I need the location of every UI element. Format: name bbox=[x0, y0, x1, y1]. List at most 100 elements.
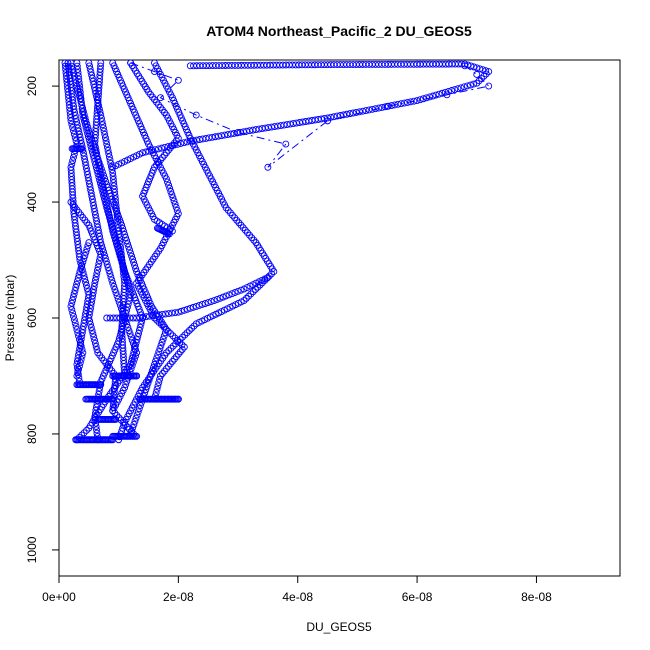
point-cluster-4 bbox=[136, 395, 182, 403]
data-point bbox=[172, 203, 180, 211]
data-point bbox=[84, 123, 92, 131]
data-point bbox=[151, 360, 158, 368]
data-point bbox=[93, 426, 100, 434]
data-point bbox=[75, 332, 83, 340]
data-point bbox=[111, 286, 119, 293]
data-point bbox=[473, 79, 481, 87]
data-point bbox=[122, 234, 130, 242]
data-point bbox=[129, 424, 137, 432]
x-axis-label: DU_GEOS5 bbox=[306, 620, 372, 634]
data-point bbox=[98, 168, 106, 176]
data-point bbox=[133, 336, 141, 344]
data-point bbox=[107, 159, 115, 167]
data-point bbox=[83, 304, 91, 311]
data-point bbox=[91, 339, 99, 347]
data-point bbox=[130, 421, 138, 428]
data-point bbox=[64, 91, 72, 99]
data-point bbox=[74, 85, 82, 93]
data-point bbox=[237, 286, 245, 294]
data-point bbox=[180, 139, 188, 147]
data-point bbox=[73, 364, 81, 372]
data-point bbox=[132, 297, 140, 305]
point-cluster-2 bbox=[109, 432, 141, 440]
data-point bbox=[470, 63, 478, 71]
data-point bbox=[73, 277, 81, 285]
data-point bbox=[407, 98, 415, 106]
data-point bbox=[461, 62, 469, 70]
chart-title: ATOM4 Northeast_Pacific_2 DU_GEOS5 bbox=[206, 23, 472, 39]
data-point bbox=[166, 360, 174, 368]
data-point bbox=[149, 312, 157, 320]
data-point bbox=[124, 282, 132, 289]
data-point bbox=[110, 179, 118, 187]
data-point bbox=[88, 295, 96, 303]
data-point bbox=[172, 353, 180, 361]
data-point bbox=[75, 365, 83, 373]
data-point bbox=[118, 260, 126, 268]
data-point bbox=[96, 108, 104, 116]
data-point bbox=[74, 274, 82, 282]
data-point bbox=[170, 355, 178, 363]
data-point bbox=[178, 341, 186, 349]
data-point bbox=[155, 311, 163, 319]
data-point bbox=[162, 326, 170, 334]
data-point bbox=[82, 310, 90, 318]
data-point bbox=[73, 62, 81, 70]
data-point bbox=[165, 181, 173, 189]
data-point bbox=[167, 330, 175, 338]
data-point bbox=[75, 88, 82, 96]
data-point bbox=[153, 354, 161, 362]
data-point bbox=[157, 341, 165, 349]
data-point bbox=[68, 306, 76, 314]
data-point bbox=[324, 117, 332, 125]
data-point bbox=[106, 216, 114, 224]
data-point bbox=[75, 374, 83, 382]
data-point bbox=[180, 343, 188, 351]
data-point bbox=[164, 146, 172, 154]
data-point bbox=[73, 326, 81, 334]
data-point bbox=[65, 98, 73, 106]
data-point bbox=[148, 146, 156, 154]
data-point bbox=[91, 409, 99, 417]
y-axis: 200 400 600 800 1000 bbox=[25, 76, 59, 563]
data-point bbox=[99, 121, 107, 129]
data-point bbox=[448, 87, 456, 94]
data-point bbox=[93, 429, 101, 437]
data-point bbox=[134, 333, 142, 340]
data-point bbox=[106, 270, 114, 278]
data-point bbox=[174, 76, 182, 84]
data-point bbox=[77, 98, 85, 106]
data-point bbox=[63, 81, 71, 89]
data-point bbox=[167, 188, 175, 195]
data-point bbox=[176, 339, 184, 346]
data-point bbox=[111, 232, 119, 240]
data-point bbox=[99, 188, 107, 196]
data-point bbox=[116, 237, 124, 245]
data-point bbox=[84, 294, 92, 302]
data-point bbox=[164, 362, 172, 370]
data-point bbox=[113, 210, 121, 218]
data-point bbox=[413, 97, 421, 105]
data-point bbox=[119, 266, 127, 274]
data-point bbox=[81, 252, 89, 259]
y-axis-label: Pressure (mbar) bbox=[3, 275, 17, 362]
data-point bbox=[192, 111, 200, 119]
data-point bbox=[89, 292, 97, 300]
data-point bbox=[183, 329, 191, 337]
data-point bbox=[155, 348, 163, 356]
data-point bbox=[82, 248, 90, 256]
data-point bbox=[70, 105, 78, 113]
data-point bbox=[71, 287, 79, 295]
data-point bbox=[132, 414, 140, 422]
data-point bbox=[70, 316, 78, 324]
data-point bbox=[108, 276, 116, 284]
data-point bbox=[155, 145, 162, 153]
data-point bbox=[71, 76, 79, 83]
data-point bbox=[130, 343, 138, 350]
data-point bbox=[103, 261, 111, 268]
data-point bbox=[101, 198, 109, 206]
data-point bbox=[162, 310, 169, 318]
data-point bbox=[80, 429, 88, 437]
data-point bbox=[362, 107, 370, 114]
data-point bbox=[189, 137, 197, 145]
